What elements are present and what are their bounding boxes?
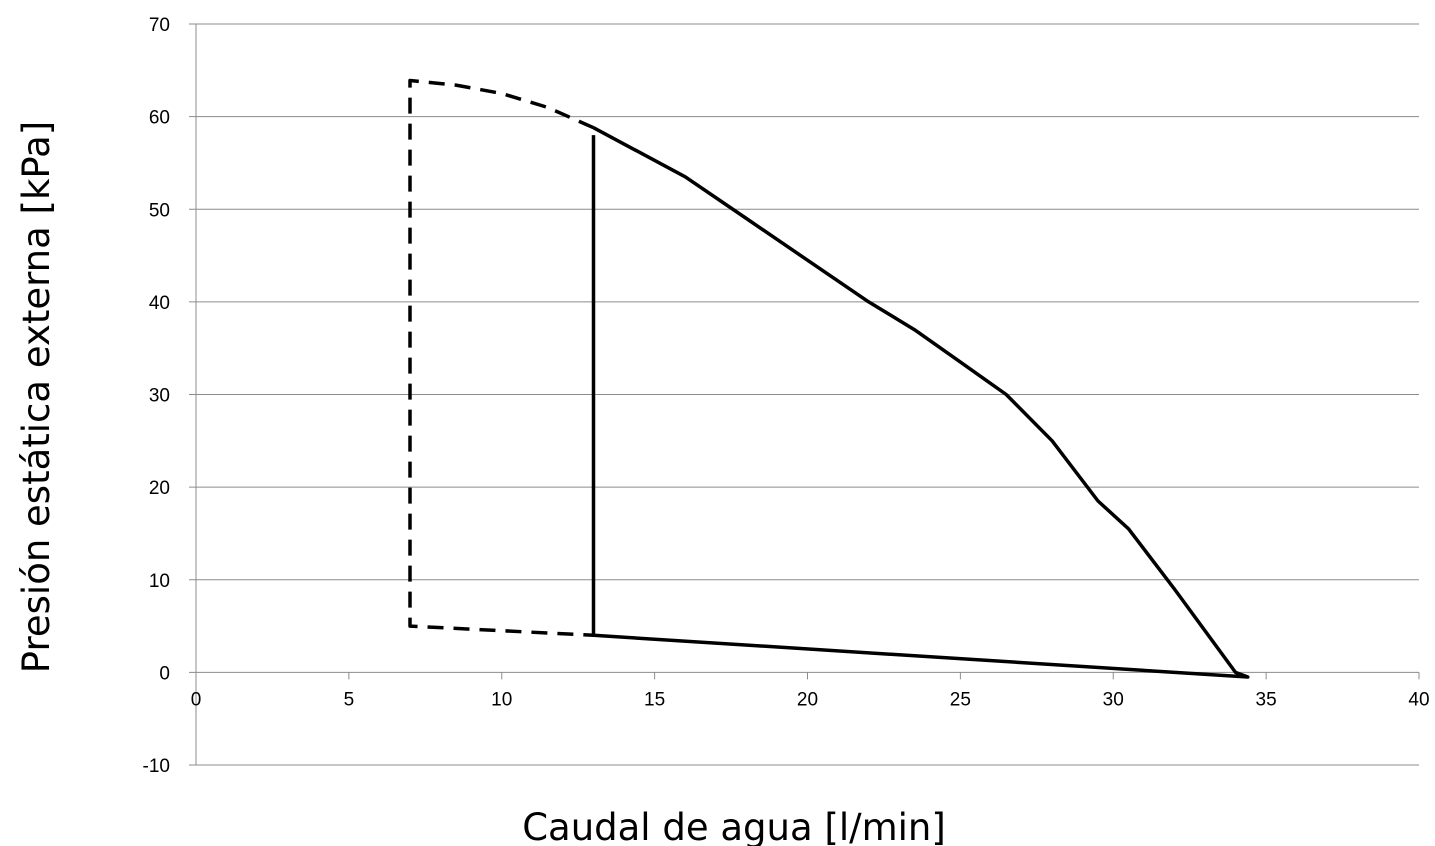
- x-tick-label: 30: [1103, 689, 1124, 710]
- gridlines: [196, 23, 1419, 766]
- x-axis-title: Caudal de agua [l/min]: [522, 806, 946, 846]
- series-line-solid: [591, 126, 1250, 679]
- y-tick-label: 40: [149, 293, 170, 314]
- y-tick-label: 70: [149, 15, 170, 36]
- x-tick-label: 40: [1408, 689, 1429, 710]
- y-tick-label: 10: [149, 571, 170, 592]
- x-tick-label: 5: [344, 689, 355, 710]
- y-tick-label: 60: [149, 108, 170, 129]
- x-tick-label: 20: [797, 689, 818, 710]
- x-tick-label: 0: [191, 689, 202, 710]
- y-tick-labels: -10 0 10 20 30 40 50 60 70: [143, 15, 170, 777]
- x-tick-label: 15: [644, 689, 665, 710]
- x-tick-label: 25: [950, 689, 971, 710]
- x-tick-label: 10: [491, 689, 512, 710]
- y-tick-label: 20: [149, 478, 170, 499]
- y-axis-title: Presión estática externa [kPa]: [15, 121, 58, 673]
- y-tick-label: -10: [143, 756, 170, 777]
- series-line-dashed: [408, 78, 595, 638]
- series-lines: [408, 78, 1250, 679]
- y-tick-label: 0: [159, 663, 170, 684]
- y-tick-label: 50: [149, 200, 170, 221]
- y-tick-label: 30: [149, 386, 170, 407]
- x-tick-label: 35: [1256, 689, 1277, 710]
- axes: [189, 23, 1420, 766]
- x-tick-labels: 0 5 10 15 20 25 30 35 40: [191, 689, 1430, 710]
